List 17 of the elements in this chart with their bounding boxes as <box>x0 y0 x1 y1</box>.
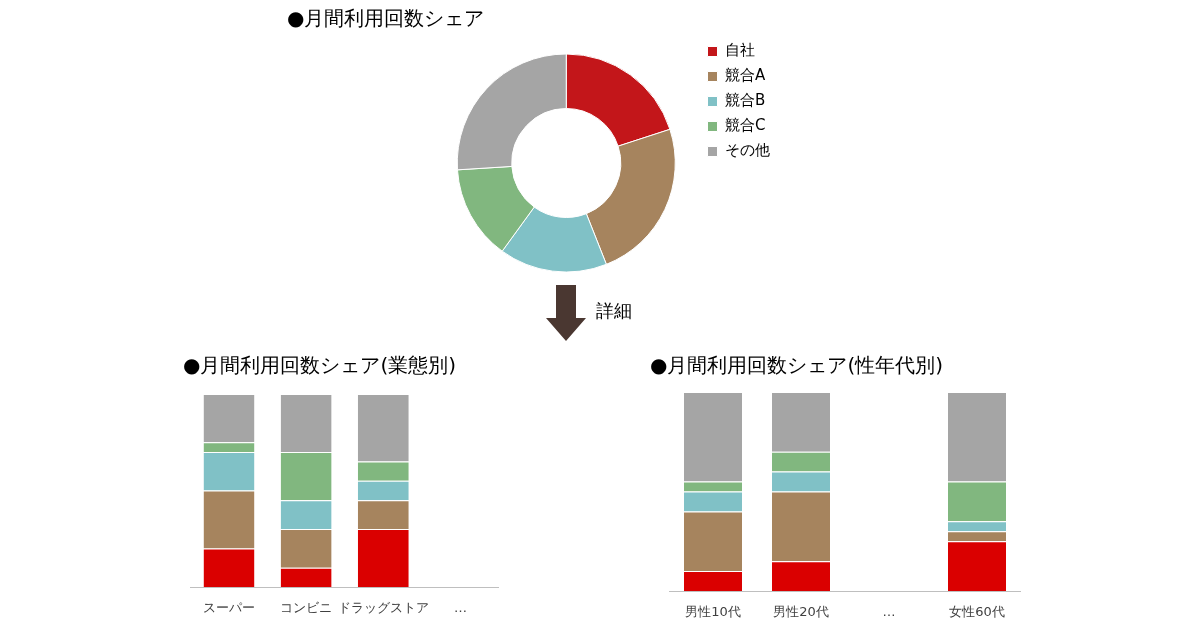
x-tick-label: … <box>453 600 467 616</box>
x-tick-label: ドラッグストア <box>337 600 429 616</box>
legend-label: 競合C <box>725 116 766 135</box>
chart-title: ●月間利用回数シェア(業態別) <box>183 353 457 377</box>
x-tick-label: 男性20代 <box>773 604 829 620</box>
legend-label: 自社 <box>725 41 755 60</box>
chart-title: ●月間利用回数シェア <box>287 6 485 30</box>
legend-label: 競合B <box>725 91 766 110</box>
legend-label: 競合A <box>725 66 766 85</box>
text: 詳細 <box>596 300 632 322</box>
chart-title: ●月間利用回数シェア(性年代別) <box>650 353 944 377</box>
x-tick-label: 女性60代 <box>949 604 1005 620</box>
x-tick-label: 男性10代 <box>685 604 741 620</box>
x-tick-label: … <box>882 604 896 620</box>
x-tick-label: スーパー <box>203 600 255 616</box>
legend-label: その他 <box>725 141 770 160</box>
x-tick-label: コンビニ <box>280 600 333 616</box>
